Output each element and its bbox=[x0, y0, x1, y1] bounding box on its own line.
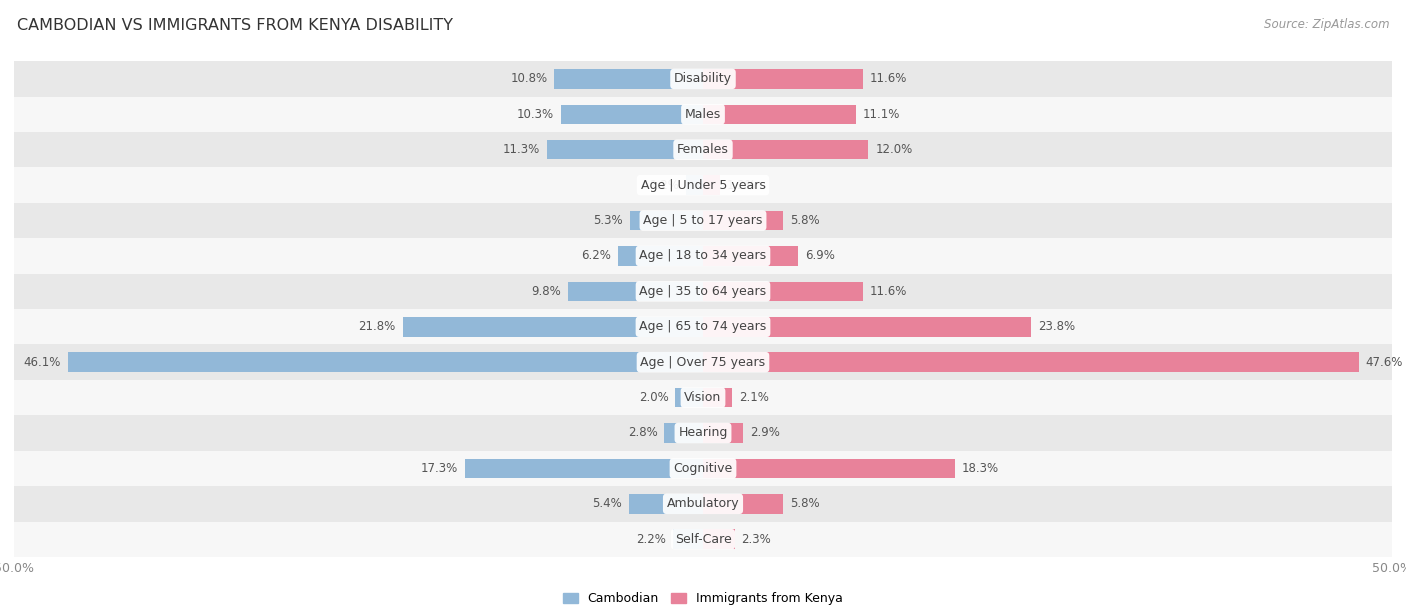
Bar bbox=[703, 282, 863, 301]
Bar bbox=[14, 61, 1392, 97]
Bar bbox=[67, 353, 703, 372]
Text: Vision: Vision bbox=[685, 391, 721, 404]
Bar bbox=[402, 317, 703, 337]
Text: 5.8%: 5.8% bbox=[790, 498, 820, 510]
Bar bbox=[703, 388, 733, 408]
Bar bbox=[14, 486, 1392, 521]
Bar bbox=[14, 380, 1392, 416]
Bar bbox=[14, 345, 1392, 380]
Text: 1.2%: 1.2% bbox=[650, 179, 679, 192]
Text: 21.8%: 21.8% bbox=[359, 320, 395, 334]
Bar bbox=[630, 211, 703, 230]
Text: 23.8%: 23.8% bbox=[1038, 320, 1076, 334]
Text: 18.3%: 18.3% bbox=[962, 462, 1000, 475]
Text: 2.9%: 2.9% bbox=[749, 427, 780, 439]
Bar bbox=[14, 168, 1392, 203]
Text: 5.8%: 5.8% bbox=[790, 214, 820, 227]
Text: Age | 18 to 34 years: Age | 18 to 34 years bbox=[640, 250, 766, 263]
Bar bbox=[703, 246, 799, 266]
Text: 47.6%: 47.6% bbox=[1365, 356, 1403, 368]
Bar bbox=[703, 69, 863, 89]
Text: 2.1%: 2.1% bbox=[738, 391, 769, 404]
Bar bbox=[14, 238, 1392, 274]
Text: 2.8%: 2.8% bbox=[628, 427, 658, 439]
Bar bbox=[665, 424, 703, 442]
Bar bbox=[14, 132, 1392, 168]
Text: Cognitive: Cognitive bbox=[673, 462, 733, 475]
Text: 6.2%: 6.2% bbox=[581, 250, 610, 263]
Legend: Cambodian, Immigrants from Kenya: Cambodian, Immigrants from Kenya bbox=[558, 587, 848, 610]
Bar bbox=[14, 521, 1392, 557]
Bar bbox=[628, 494, 703, 513]
Bar bbox=[703, 105, 856, 124]
Text: 11.6%: 11.6% bbox=[870, 72, 907, 86]
Bar bbox=[703, 176, 720, 195]
Text: Disability: Disability bbox=[673, 72, 733, 86]
Text: 2.2%: 2.2% bbox=[636, 532, 666, 546]
Text: 2.0%: 2.0% bbox=[638, 391, 669, 404]
Text: 2.3%: 2.3% bbox=[741, 532, 772, 546]
Bar bbox=[703, 529, 735, 549]
Bar bbox=[14, 274, 1392, 309]
Bar bbox=[617, 246, 703, 266]
Bar bbox=[703, 140, 869, 160]
Text: 46.1%: 46.1% bbox=[24, 356, 60, 368]
Bar bbox=[568, 282, 703, 301]
Bar bbox=[554, 69, 703, 89]
Bar bbox=[14, 450, 1392, 486]
Text: 1.2%: 1.2% bbox=[727, 179, 756, 192]
Bar bbox=[14, 97, 1392, 132]
Text: 10.3%: 10.3% bbox=[517, 108, 554, 121]
Text: Age | Over 75 years: Age | Over 75 years bbox=[641, 356, 765, 368]
Bar bbox=[547, 140, 703, 160]
Text: 17.3%: 17.3% bbox=[420, 462, 458, 475]
Bar bbox=[561, 105, 703, 124]
Bar bbox=[703, 353, 1358, 372]
Text: 5.3%: 5.3% bbox=[593, 214, 623, 227]
Bar bbox=[703, 458, 955, 478]
Bar bbox=[672, 529, 703, 549]
Text: Source: ZipAtlas.com: Source: ZipAtlas.com bbox=[1264, 18, 1389, 31]
Text: Age | 65 to 74 years: Age | 65 to 74 years bbox=[640, 320, 766, 334]
Text: Self-Care: Self-Care bbox=[675, 532, 731, 546]
Text: Age | Under 5 years: Age | Under 5 years bbox=[641, 179, 765, 192]
Bar bbox=[703, 317, 1031, 337]
Text: 11.6%: 11.6% bbox=[870, 285, 907, 298]
Bar bbox=[703, 494, 783, 513]
Text: Females: Females bbox=[678, 143, 728, 156]
Text: 10.8%: 10.8% bbox=[510, 72, 547, 86]
Text: 11.1%: 11.1% bbox=[863, 108, 900, 121]
Bar bbox=[14, 203, 1392, 238]
Bar bbox=[464, 458, 703, 478]
Text: 12.0%: 12.0% bbox=[875, 143, 912, 156]
Bar bbox=[14, 309, 1392, 345]
Bar bbox=[703, 424, 742, 442]
Text: Age | 5 to 17 years: Age | 5 to 17 years bbox=[644, 214, 762, 227]
Text: 11.3%: 11.3% bbox=[503, 143, 540, 156]
Bar bbox=[675, 388, 703, 408]
Text: 5.4%: 5.4% bbox=[592, 498, 621, 510]
Text: Age | 35 to 64 years: Age | 35 to 64 years bbox=[640, 285, 766, 298]
Text: 9.8%: 9.8% bbox=[531, 285, 561, 298]
Text: Males: Males bbox=[685, 108, 721, 121]
Bar bbox=[14, 416, 1392, 450]
Text: CAMBODIAN VS IMMIGRANTS FROM KENYA DISABILITY: CAMBODIAN VS IMMIGRANTS FROM KENYA DISAB… bbox=[17, 18, 453, 34]
Text: 6.9%: 6.9% bbox=[806, 250, 835, 263]
Text: Ambulatory: Ambulatory bbox=[666, 498, 740, 510]
Text: Hearing: Hearing bbox=[678, 427, 728, 439]
Bar bbox=[703, 211, 783, 230]
Bar bbox=[686, 176, 703, 195]
